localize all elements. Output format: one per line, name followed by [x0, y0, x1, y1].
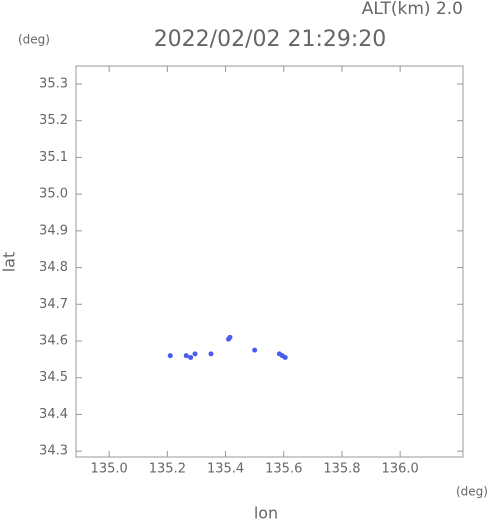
x-tick-label: 135.0	[91, 462, 128, 477]
y-tick-label: 34.3	[39, 444, 68, 459]
y-tick-label: 34.5	[39, 370, 68, 385]
y-tick-label: 35.0	[39, 187, 68, 202]
y-tick-label: 34.8	[39, 260, 68, 275]
x-tick-label: 135.6	[265, 462, 302, 477]
data-point	[252, 347, 258, 353]
y-tick-label: 34.7	[39, 297, 68, 312]
y-tick-label: 35.2	[39, 113, 68, 128]
data-point	[192, 351, 198, 357]
x-tick-label: 135.8	[323, 462, 360, 477]
x-tick-label: 135.4	[207, 462, 244, 477]
data-point	[227, 334, 233, 340]
y-tick-label: 34.4	[39, 407, 68, 422]
y-tick-label: 35.3	[39, 76, 68, 91]
x-tick-label: 135.2	[149, 462, 186, 477]
y-tick-label: 34.6	[39, 333, 68, 348]
chart-title: 2022/02/02 21:29:20	[154, 27, 387, 52]
data-point	[188, 355, 194, 361]
y-tick-label: 34.9	[39, 223, 68, 238]
altitude-label: ALT(km) 2.0	[362, 0, 463, 19]
x-axis-label: lon	[254, 504, 278, 522]
plot-frame	[75, 65, 464, 458]
y-axis-label: lat	[0, 252, 19, 273]
data-point	[167, 353, 173, 359]
y-tick-label: 35.1	[39, 150, 68, 165]
x-unit: (deg)	[456, 485, 488, 499]
data-point	[282, 355, 288, 361]
y-unit: (deg)	[18, 33, 50, 47]
data-point	[183, 353, 189, 359]
x-tick-label: 136.0	[382, 462, 419, 477]
data-point	[208, 351, 214, 357]
